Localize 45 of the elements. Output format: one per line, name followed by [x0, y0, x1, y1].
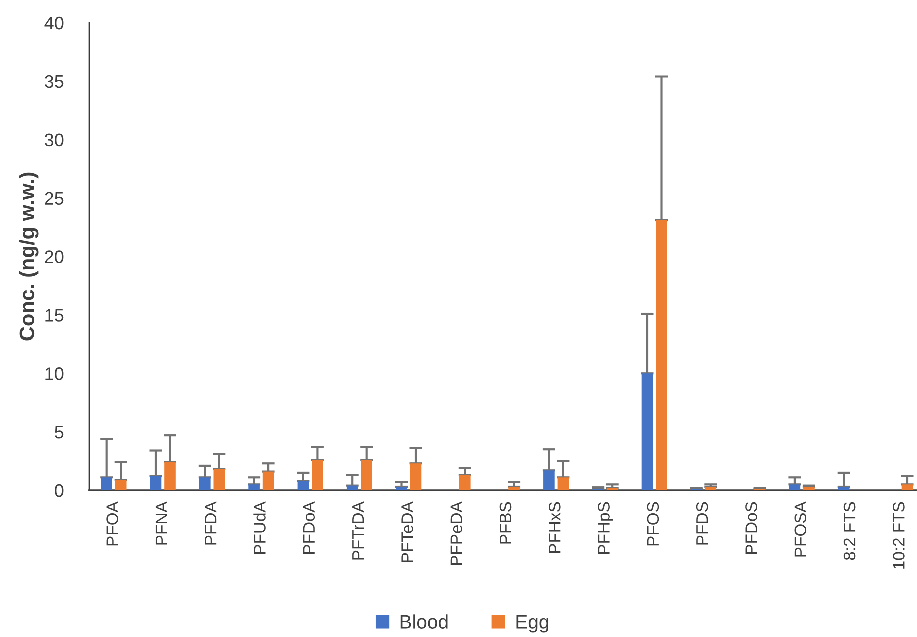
bar [656, 220, 668, 490]
bar [544, 470, 555, 490]
y-tick-label: 30 [45, 134, 64, 147]
x-tick-label: 10:2 FTS [893, 502, 905, 569]
y-axis-title: Conc. (ng/g w.w.) [19, 172, 39, 341]
y-tick-label: 15 [46, 309, 64, 322]
y-tick-label: 0 [55, 484, 64, 498]
y-tick-label: 25 [45, 192, 64, 206]
x-tick-label: PFOS [647, 502, 660, 546]
x-tick-label: PFHpS [598, 502, 614, 554]
bar [248, 484, 260, 490]
x-tick-label: PFUdA [254, 502, 266, 554]
y-tick-label: 10 [46, 368, 64, 380]
bar [298, 481, 310, 490]
bar [150, 476, 162, 490]
bar [460, 475, 471, 490]
bar [361, 460, 373, 490]
bar [558, 478, 570, 490]
bar [642, 374, 654, 490]
x-tick-label: PFOA [106, 502, 118, 546]
x-tick-label: PFOSA [794, 502, 807, 557]
x-tick-label: PFDoA [303, 502, 316, 554]
bar [199, 478, 211, 490]
y-tick-label: 40 [44, 16, 64, 30]
bar [164, 462, 176, 490]
legend-label: Blood [400, 614, 448, 629]
y-tick-label: 5 [55, 426, 64, 439]
bar [410, 464, 422, 490]
y-tick-label: 20 [45, 250, 64, 264]
y-tick-label: 35 [45, 75, 64, 88]
x-tick-label: PFDS [696, 502, 708, 545]
x-tick-label: PFPeDA [450, 502, 462, 566]
bar [346, 486, 358, 490]
x-tick-label: 8:2 FTS [844, 502, 856, 560]
x-tick-label: PFNA [156, 502, 168, 545]
bar [312, 460, 324, 490]
bar [262, 472, 274, 490]
bar [902, 484, 914, 490]
x-tick-label: PFTrDA [352, 502, 364, 560]
x-tick-label: PFDA [205, 502, 217, 545]
x-tick-label: PFHxS [548, 502, 561, 554]
x-tick-label: PFTeDA [402, 502, 414, 562]
x-tick-label: PFBS [500, 502, 512, 544]
legend-label: Egg [516, 615, 548, 633]
x-tick-label: PFDoS [746, 502, 758, 554]
